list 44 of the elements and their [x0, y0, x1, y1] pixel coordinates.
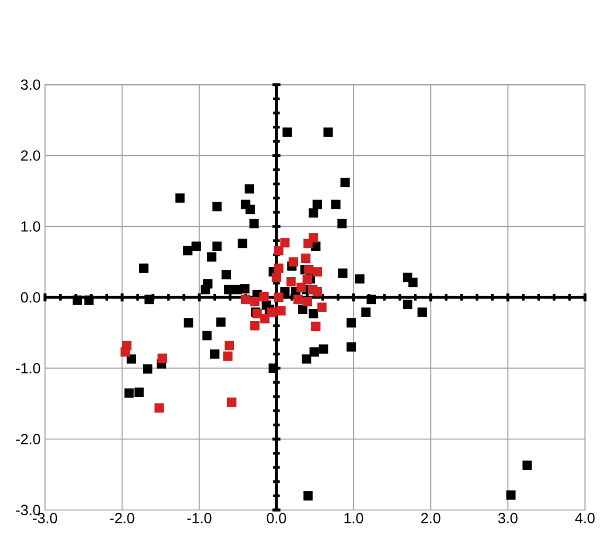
point — [272, 272, 282, 282]
point — [302, 296, 312, 306]
y-tick-label: 2.0 — [21, 150, 40, 161]
point — [259, 292, 269, 302]
point — [311, 322, 320, 332]
x-tick-label: 2.0 — [421, 512, 440, 524]
point — [301, 254, 310, 264]
point — [260, 314, 270, 324]
x-tick-label: -1.0 — [187, 512, 212, 524]
point — [303, 238, 313, 248]
point — [227, 398, 236, 407]
point — [317, 302, 327, 312]
point — [304, 265, 314, 274]
point — [286, 277, 296, 286]
point — [293, 294, 303, 304]
point — [223, 351, 233, 361]
point — [308, 284, 318, 294]
x-tick-label: -2.0 — [110, 512, 134, 524]
point — [154, 403, 164, 413]
point — [276, 306, 286, 316]
x-tick-label: 3.0 — [498, 512, 518, 524]
point — [296, 282, 306, 292]
point — [240, 294, 250, 304]
x-tick-label: 0.0 — [266, 512, 286, 524]
point — [158, 354, 167, 363]
y-tick-label: 1.0 — [21, 221, 40, 232]
y-tick-label: -1.0 — [16, 363, 40, 374]
point — [312, 267, 322, 276]
point — [302, 274, 312, 284]
point — [267, 308, 276, 317]
point — [224, 340, 234, 350]
y-tick-label: -2.0 — [16, 434, 40, 444]
point — [274, 264, 284, 273]
x-tick-label: 4.0 — [575, 512, 595, 524]
point — [280, 238, 290, 248]
point — [250, 321, 260, 330]
x-tick-label: 1.0 — [344, 512, 364, 524]
point — [120, 347, 130, 357]
y-tick-label: 3.0 — [20, 79, 40, 90]
point — [288, 257, 298, 267]
point — [250, 296, 260, 306]
y-tick-label: 0.0 — [20, 292, 40, 303]
point — [274, 292, 284, 302]
point — [274, 246, 284, 256]
